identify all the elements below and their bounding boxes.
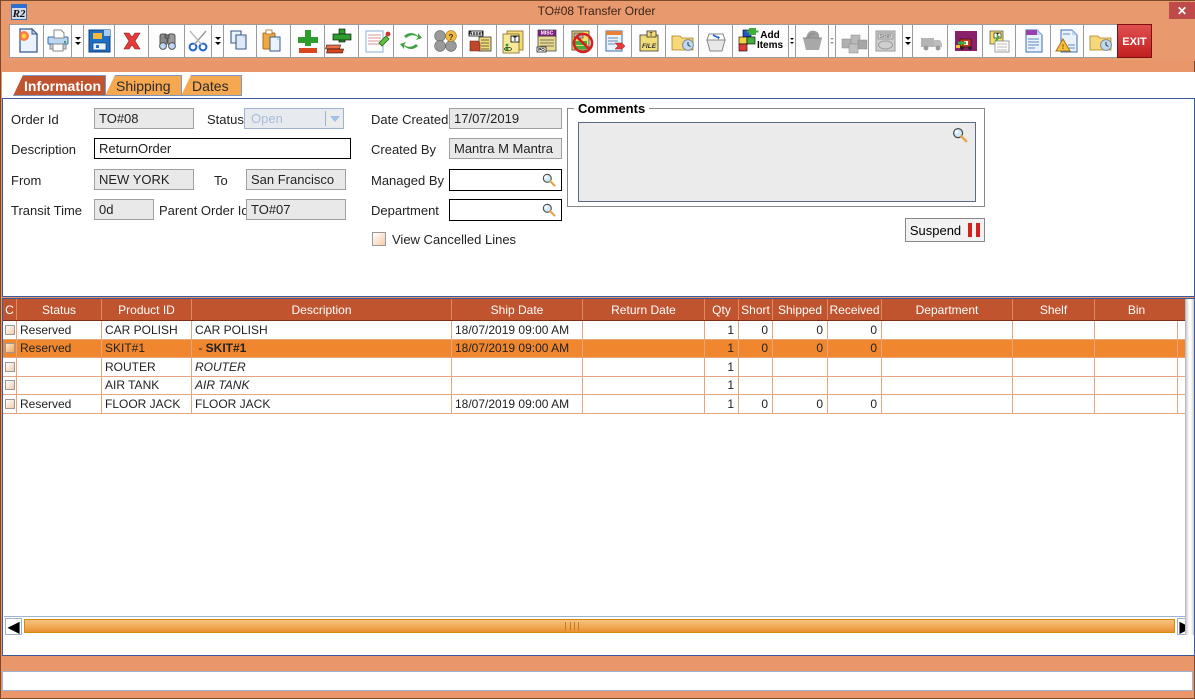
svg-text:T: T xyxy=(649,32,652,38)
svg-text:PO: PO xyxy=(538,47,545,52)
svg-text:!: ! xyxy=(1062,44,1064,51)
svg-text:?: ? xyxy=(449,33,454,42)
svg-text:FILE: FILE xyxy=(642,43,657,50)
svg-text:Asset: Asset xyxy=(469,31,484,37)
svg-text:SHIP: SHIP xyxy=(880,34,892,40)
svg-text:MISC: MISC xyxy=(541,31,554,37)
svg-text:T: T xyxy=(513,37,517,43)
